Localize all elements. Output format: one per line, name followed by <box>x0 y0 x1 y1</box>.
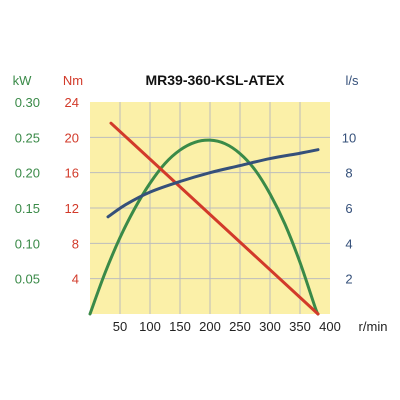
x-tick-label: 350 <box>289 319 311 334</box>
nm-tick-label: 8 <box>72 236 79 251</box>
ls-tick-label: 6 <box>345 201 352 216</box>
ticks-layer: 50 100 150 200 250 300 350 400 0.05 0.10 0.15 0.20 0… <box>15 95 357 334</box>
ls-axis-label: l/s <box>346 73 360 88</box>
x-tick-label: 300 <box>259 319 281 334</box>
nm-tick-label: 12 <box>65 201 79 216</box>
nm-tick-label: 20 <box>65 130 79 145</box>
torque-curve <box>109 121 320 316</box>
kw-axis-label: kW <box>13 73 33 88</box>
ls-tick-label: 8 <box>345 166 352 181</box>
kw-tick-label: 0.30 <box>15 95 40 110</box>
power-curve <box>88 138 320 316</box>
nm-axis-label: Nm <box>63 73 83 88</box>
nm-tick-label: 16 <box>65 166 79 181</box>
x-tick-label: 400 <box>319 319 341 334</box>
x-tick-label: 100 <box>139 319 161 334</box>
x-axis-label: r/min <box>359 319 388 334</box>
ls-tick-label: 2 <box>345 272 352 287</box>
series-layer <box>88 121 320 316</box>
kw-tick-label: 0.10 <box>15 236 40 251</box>
kw-tick-label: 0.20 <box>15 166 40 181</box>
ls-tick-label: 10 <box>342 130 356 145</box>
ls-tick-label: 4 <box>345 236 352 251</box>
chart-title: MR39-360-KSL-ATEX <box>146 72 286 88</box>
x-tick-label: 250 <box>229 319 251 334</box>
nm-tick-label: 24 <box>65 95 79 110</box>
nm-tick-label: 4 <box>72 272 79 287</box>
kw-tick-label: 0.05 <box>15 272 40 287</box>
x-tick-label: 150 <box>169 319 191 334</box>
kw-tick-label: 0.15 <box>15 201 40 216</box>
flow-curve <box>106 148 320 219</box>
x-tick-label: 200 <box>199 319 221 334</box>
x-tick-label: 50 <box>113 319 127 334</box>
kw-tick-label: 0.25 <box>15 130 40 145</box>
